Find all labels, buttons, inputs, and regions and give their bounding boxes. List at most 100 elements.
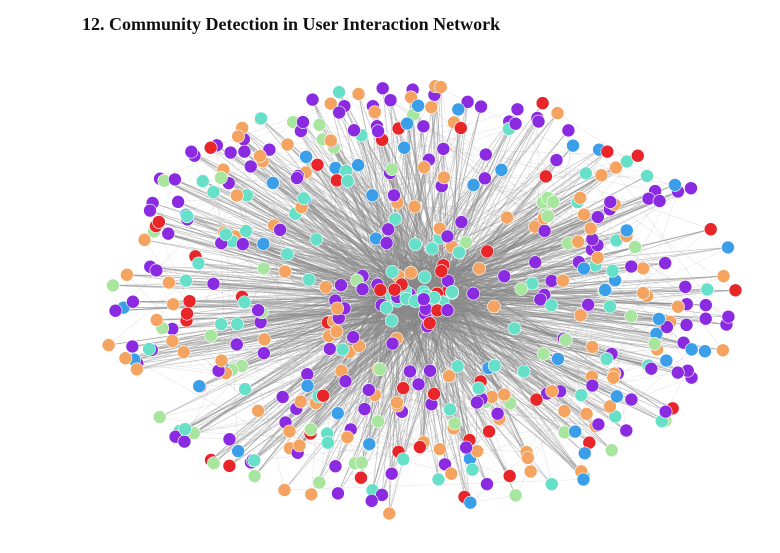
node: [671, 299, 685, 314]
node: [280, 137, 295, 152]
edge: [447, 218, 545, 282]
edge: [396, 300, 411, 372]
edge: [315, 314, 427, 404]
edge: [427, 288, 522, 327]
edge: [398, 262, 536, 452]
edge: [472, 293, 590, 443]
node: [500, 210, 514, 225]
edge: [295, 310, 438, 450]
edge: [372, 296, 424, 491]
edge: [414, 154, 487, 245]
edge: [159, 178, 381, 291]
edge: [406, 112, 558, 299]
edge: [221, 304, 382, 325]
edge: [442, 302, 471, 459]
edge: [437, 310, 657, 335]
edge: [391, 218, 396, 296]
edge: [225, 177, 445, 235]
edge: [447, 201, 578, 282]
edge: [193, 307, 387, 434]
edge: [318, 320, 393, 397]
edge: [415, 228, 711, 302]
edge: [372, 106, 403, 412]
node: [312, 475, 327, 490]
node: [422, 316, 437, 330]
edge: [172, 291, 406, 330]
edge: [210, 320, 392, 337]
node: [556, 273, 570, 288]
node: [214, 171, 228, 185]
edge: [447, 280, 532, 472]
edge: [327, 372, 678, 434]
edge: [429, 201, 611, 324]
edge: [289, 276, 425, 449]
edge: [159, 178, 435, 299]
edge: [316, 239, 435, 299]
node: [280, 247, 295, 261]
edge: [123, 155, 261, 308]
node: [400, 116, 414, 131]
edge: [159, 178, 424, 297]
edge: [409, 371, 592, 377]
edge: [151, 320, 392, 351]
edge: [451, 291, 505, 395]
node: [293, 394, 308, 409]
edge: [388, 302, 444, 514]
node: [367, 105, 382, 119]
node: [413, 440, 427, 454]
edge: [186, 215, 449, 292]
edge: [447, 279, 616, 311]
node: [698, 311, 713, 326]
edge: [381, 304, 399, 452]
node: [230, 317, 245, 331]
edge: [424, 241, 579, 278]
edge: [330, 103, 382, 306]
edge: [156, 313, 426, 321]
edge: [428, 296, 678, 373]
node: [598, 283, 612, 297]
edge: [472, 293, 493, 397]
node: [323, 133, 338, 148]
edge: [353, 130, 403, 285]
edge: [299, 314, 427, 446]
edge: [380, 126, 424, 291]
edge: [418, 326, 428, 385]
edge: [568, 130, 582, 472]
node: [594, 168, 609, 183]
edge: [470, 494, 516, 504]
edge: [402, 121, 539, 298]
node: [558, 333, 573, 347]
edge: [440, 270, 527, 453]
edge: [179, 291, 406, 432]
node: [381, 222, 395, 237]
edge: [186, 121, 294, 216]
edge: [254, 322, 430, 461]
edge: [422, 296, 517, 496]
edge: [392, 246, 452, 273]
node: [716, 269, 731, 283]
edge: [173, 275, 363, 305]
edge: [244, 151, 398, 298]
edge: [187, 201, 543, 220]
edge: [451, 217, 508, 293]
edge: [322, 139, 442, 272]
edge: [442, 197, 549, 303]
node: [544, 274, 559, 288]
edge: [237, 310, 438, 452]
edge: [410, 97, 424, 293]
node: [603, 399, 617, 414]
node: [142, 342, 156, 356]
edge: [264, 314, 427, 340]
edge: [319, 124, 453, 294]
node: [585, 340, 600, 354]
node: [529, 392, 544, 407]
node: [624, 259, 639, 274]
node: [624, 309, 638, 324]
node: [319, 280, 333, 294]
node: [424, 100, 439, 114]
edge: [236, 195, 416, 302]
edge: [353, 320, 392, 338]
edge: [391, 320, 692, 350]
edge: [437, 310, 489, 369]
edge: [423, 292, 453, 443]
